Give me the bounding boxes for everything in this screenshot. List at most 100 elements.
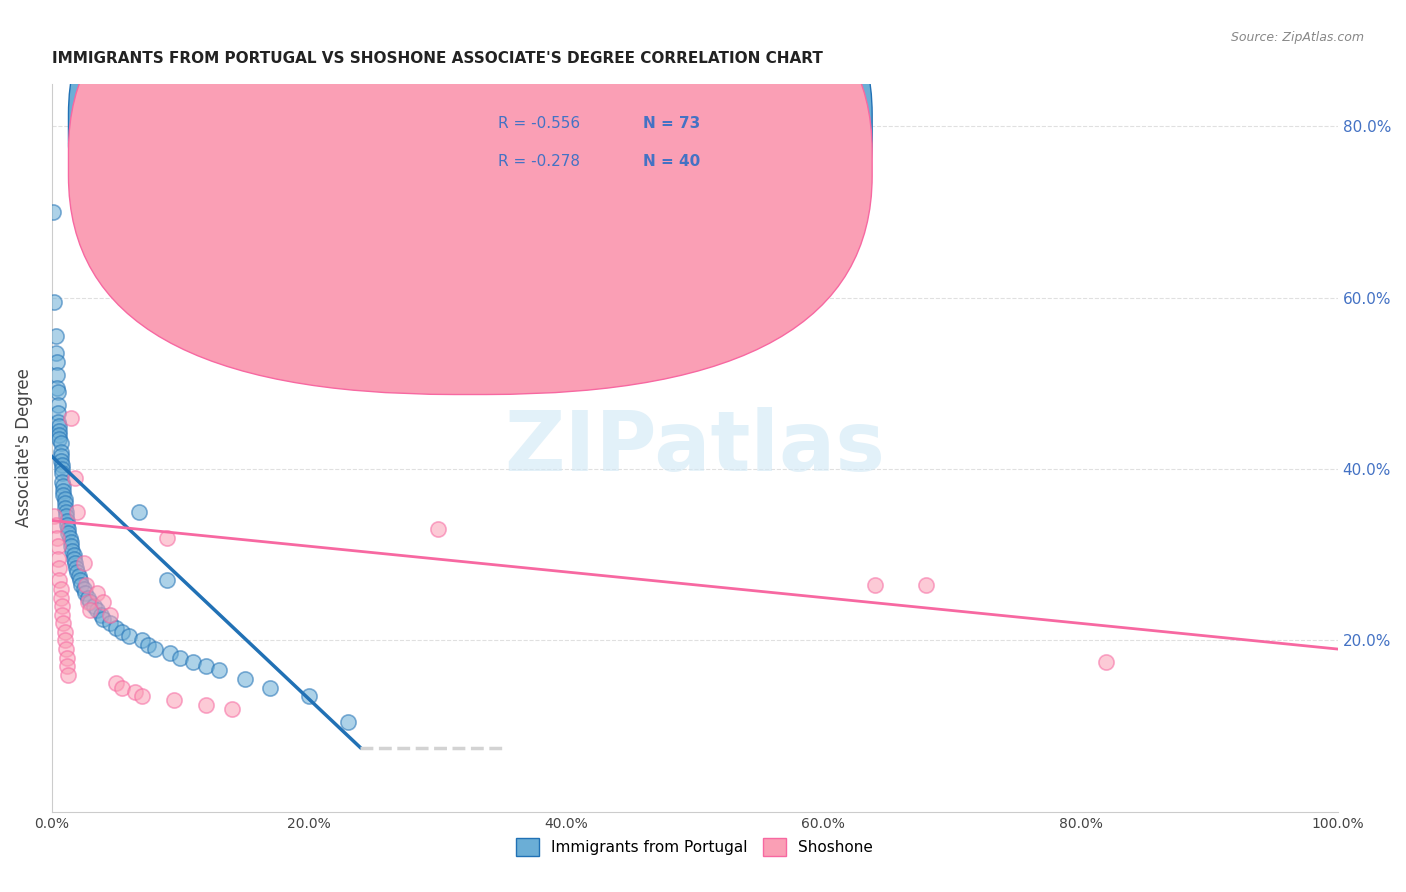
Point [76,578,98,592]
Text: N = 73: N = 73 [644,116,700,131]
Point [195,698,218,712]
Point [233,672,256,686]
Point [86,586,108,600]
Point [181,655,204,669]
Point [60,410,83,425]
Point [55,642,77,657]
Text: N = 40: N = 40 [644,154,700,169]
Point [46,384,69,399]
Point [75,586,97,600]
Point [67,569,90,583]
Point [48,560,70,574]
Point [111,624,134,639]
Point [56,650,79,665]
Point [46,398,69,412]
Point [60,539,83,553]
Text: R = -0.556: R = -0.556 [498,116,581,131]
FancyBboxPatch shape [69,0,872,394]
Point [298,689,321,703]
Point [69,574,91,588]
Point [53,492,76,507]
Point [131,689,153,703]
Point [51,607,73,622]
Point [45,531,67,545]
Point [128,505,150,519]
Point [51,467,73,481]
FancyBboxPatch shape [69,0,872,358]
Point [46,552,69,566]
Point [86,603,108,617]
Point [49,449,72,463]
Point [426,522,449,536]
Point [105,621,128,635]
Point [259,681,281,695]
Point [45,381,67,395]
Point [105,676,128,690]
Point [55,509,77,524]
Point [76,591,98,605]
Point [73,582,96,596]
Point [163,693,186,707]
Point [53,633,76,648]
Point [915,578,938,592]
Point [83,599,105,614]
Point [70,578,93,592]
Point [58,522,80,536]
Point [159,646,181,660]
Point [55,505,77,519]
Point [63,471,86,485]
Point [52,483,75,498]
Point [46,406,69,420]
Point [58,667,80,681]
Point [49,445,72,459]
Point [46,415,69,429]
Point [169,650,191,665]
Point [52,488,75,502]
Point [53,496,76,510]
Point [48,432,70,446]
Point [66,505,89,519]
Point [60,535,83,549]
Point [59,531,82,545]
Point [45,355,67,369]
Point [49,591,72,605]
Point [156,574,179,588]
Point [51,475,73,489]
Point [53,500,76,515]
Text: IMMIGRANTS FROM PORTUGAL VS SHOSHONE ASSOCIATE'S DEGREE CORRELATION CHART: IMMIGRANTS FROM PORTUGAL VS SHOSHONE ASS… [52,51,823,66]
Point [56,517,79,532]
Point [98,616,121,631]
Point [62,548,84,562]
Point [136,638,159,652]
Point [98,607,121,622]
Point [76,595,98,609]
Point [63,557,86,571]
Point [143,642,166,657]
Point [91,595,114,609]
Point [336,714,359,729]
Point [48,574,70,588]
Point [118,629,141,643]
Point [51,599,73,614]
Point [90,607,112,622]
Point [79,595,101,609]
Point [66,565,89,579]
Point [62,552,84,566]
Point [52,479,75,493]
Text: Source: ZipAtlas.com: Source: ZipAtlas.com [1230,31,1364,45]
Point [863,578,886,592]
Point [48,419,70,434]
Point [1095,655,1118,669]
Point [45,368,67,382]
Point [156,531,179,545]
Text: R = -0.278: R = -0.278 [498,154,579,169]
Point [46,539,69,553]
Point [45,517,67,532]
Point [208,664,231,678]
Point [44,295,66,310]
Point [45,346,67,360]
Legend: Immigrants from Portugal, Shoshone: Immigrants from Portugal, Shoshone [510,831,879,863]
Point [56,659,79,673]
Point [49,436,72,450]
Point [60,543,83,558]
